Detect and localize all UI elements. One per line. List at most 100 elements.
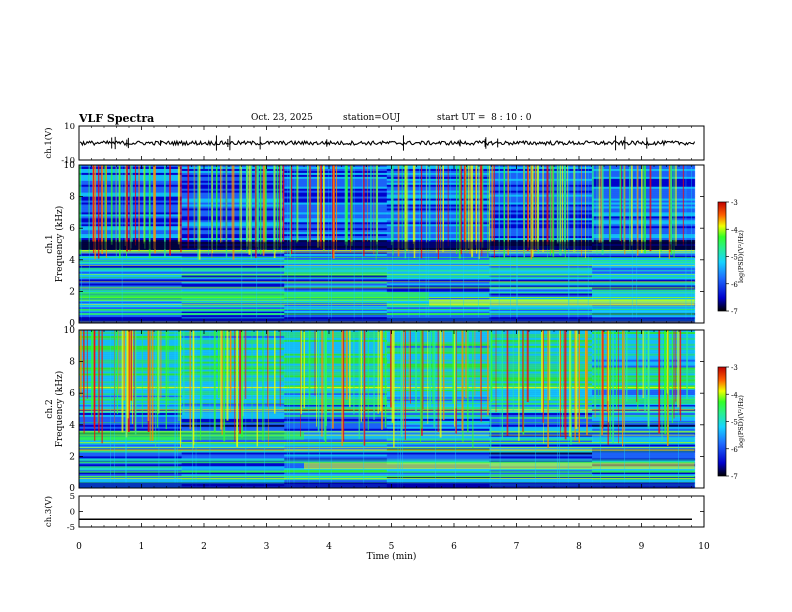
start-ut-label: start UT = 8 : 10 : 0 [437, 113, 532, 123]
spectrogram-cell [284, 460, 388, 463]
y-tick-label: 5 [70, 492, 75, 502]
spectrogram-cell [284, 196, 388, 199]
spectrogram-cell [386, 444, 490, 447]
spectrogram-cell [284, 416, 388, 420]
spectrogram-cell [489, 448, 593, 451]
spectrogram-cell [181, 271, 285, 274]
spectrogram-cell [284, 180, 388, 184]
spectrogram-cell [489, 206, 593, 209]
station-label: station=OUJ [343, 113, 401, 123]
spectrogram-cell [181, 466, 285, 469]
spectrogram-cell [284, 228, 388, 231]
spectrogram-cell [592, 456, 696, 459]
spectrogram-cell [284, 381, 388, 384]
spectrogram-cell [181, 383, 285, 386]
spectrogram-cell [284, 202, 388, 205]
spectrogram-cell [284, 365, 388, 368]
spectrogram-cell [386, 448, 490, 451]
spectrogram-cell [489, 198, 593, 201]
colorbar-tick-label: -7 [731, 308, 738, 316]
spectrogram-cell [284, 371, 388, 374]
spectrogram-cell [489, 381, 593, 384]
spectrogram-cell [489, 253, 593, 257]
spectrogram-cell [284, 283, 388, 286]
y-axis-label: ch.2 [45, 399, 55, 418]
spectrogram-cell [386, 456, 490, 459]
spectrogram-cell [284, 222, 388, 225]
spectrogram-cell [284, 170, 388, 174]
spectrogram-cell [181, 333, 285, 337]
spectrogram-cell [284, 418, 388, 422]
spectrogram-cell [284, 208, 388, 211]
spectrogram-cell [181, 375, 285, 378]
spectrogram-cell [592, 297, 696, 300]
y-axis-label: ch.3(V) [43, 496, 54, 527]
spectrogram-cell [181, 418, 285, 422]
spectrogram-cell [489, 232, 593, 235]
spectrogram-cell [489, 293, 593, 296]
spectrogram-cell [79, 263, 183, 267]
spectrogram-cell [489, 216, 593, 219]
spectrogram-cell [181, 420, 285, 424]
spectrogram-cell [284, 275, 388, 278]
spectrogram-cell [489, 192, 593, 195]
spectrogram-cell [489, 426, 593, 430]
y-tick-label: 4 [69, 256, 75, 266]
spectrogram-cell [489, 210, 593, 213]
spectrogram-cell [284, 178, 388, 182]
spectrogram-cell [489, 265, 593, 268]
spectrogram-cell [284, 285, 388, 288]
spectrogram-cell [284, 200, 388, 203]
spectrogram-cell [181, 444, 285, 447]
spectrogram-cell [386, 454, 490, 457]
spectrogram-cell [181, 339, 285, 343]
spectrogram-cell [284, 470, 388, 473]
spectrogram-cell [181, 422, 285, 426]
spectrogram-cell [181, 464, 285, 467]
spectrogram-cell [284, 428, 388, 432]
spectrogram-cell [284, 182, 388, 186]
spectrogram-cell [284, 434, 388, 437]
spectrogram-cell [489, 279, 593, 282]
spectrogram-cell [284, 307, 388, 310]
spectrogram-cell [592, 184, 696, 188]
spectrogram-cell [489, 166, 593, 170]
spectrogram-cell [284, 355, 388, 358]
spectrogram-cell [592, 263, 696, 267]
spectrogram-cell [592, 192, 696, 195]
spectrogram-cell [592, 279, 696, 282]
spectrogram-cell [284, 218, 388, 221]
spectrogram-cell [592, 293, 696, 296]
spectrogram-cell [489, 255, 593, 259]
spectrogram-cell [592, 311, 696, 314]
spectrogram-cell [181, 387, 285, 390]
spectrogram-cell [181, 343, 285, 347]
spectrogram-cell [79, 462, 183, 465]
spectrogram-cell [592, 224, 696, 227]
colorbar-label: log(PSD)(V²/Hz) [737, 395, 745, 448]
spectrogram-cell [489, 186, 593, 189]
spectrogram-cell [284, 287, 388, 290]
spectrogram-cell [592, 480, 696, 483]
colorbar-tick-label: -6 [731, 281, 738, 289]
spectrogram-cell [489, 385, 593, 388]
y-axis-label: Frequency (kHz) [54, 206, 65, 283]
spectrogram-cell [592, 208, 696, 211]
spectrogram-cell [386, 315, 490, 318]
spectrogram-cell [181, 309, 285, 312]
spectrogram-cell [284, 236, 388, 239]
y-axis-label: ch.1(V) [43, 127, 54, 158]
spectrogram-cell [592, 472, 696, 475]
spectrogram-cell [284, 422, 388, 426]
spectrogram-cell [181, 428, 285, 432]
spectrogram-cell [284, 414, 388, 418]
spectrogram-cell [284, 353, 388, 356]
spectrogram-cell [592, 436, 696, 439]
spectrogram-cell [284, 341, 388, 345]
y-tick-label: 2 [69, 452, 75, 462]
spectrogram-cell [284, 383, 388, 386]
y-tick-label: 4 [69, 421, 75, 431]
spectrogram-cell [284, 410, 388, 414]
spectrogram-cell [489, 236, 593, 239]
spectrogram-cell [489, 214, 593, 217]
